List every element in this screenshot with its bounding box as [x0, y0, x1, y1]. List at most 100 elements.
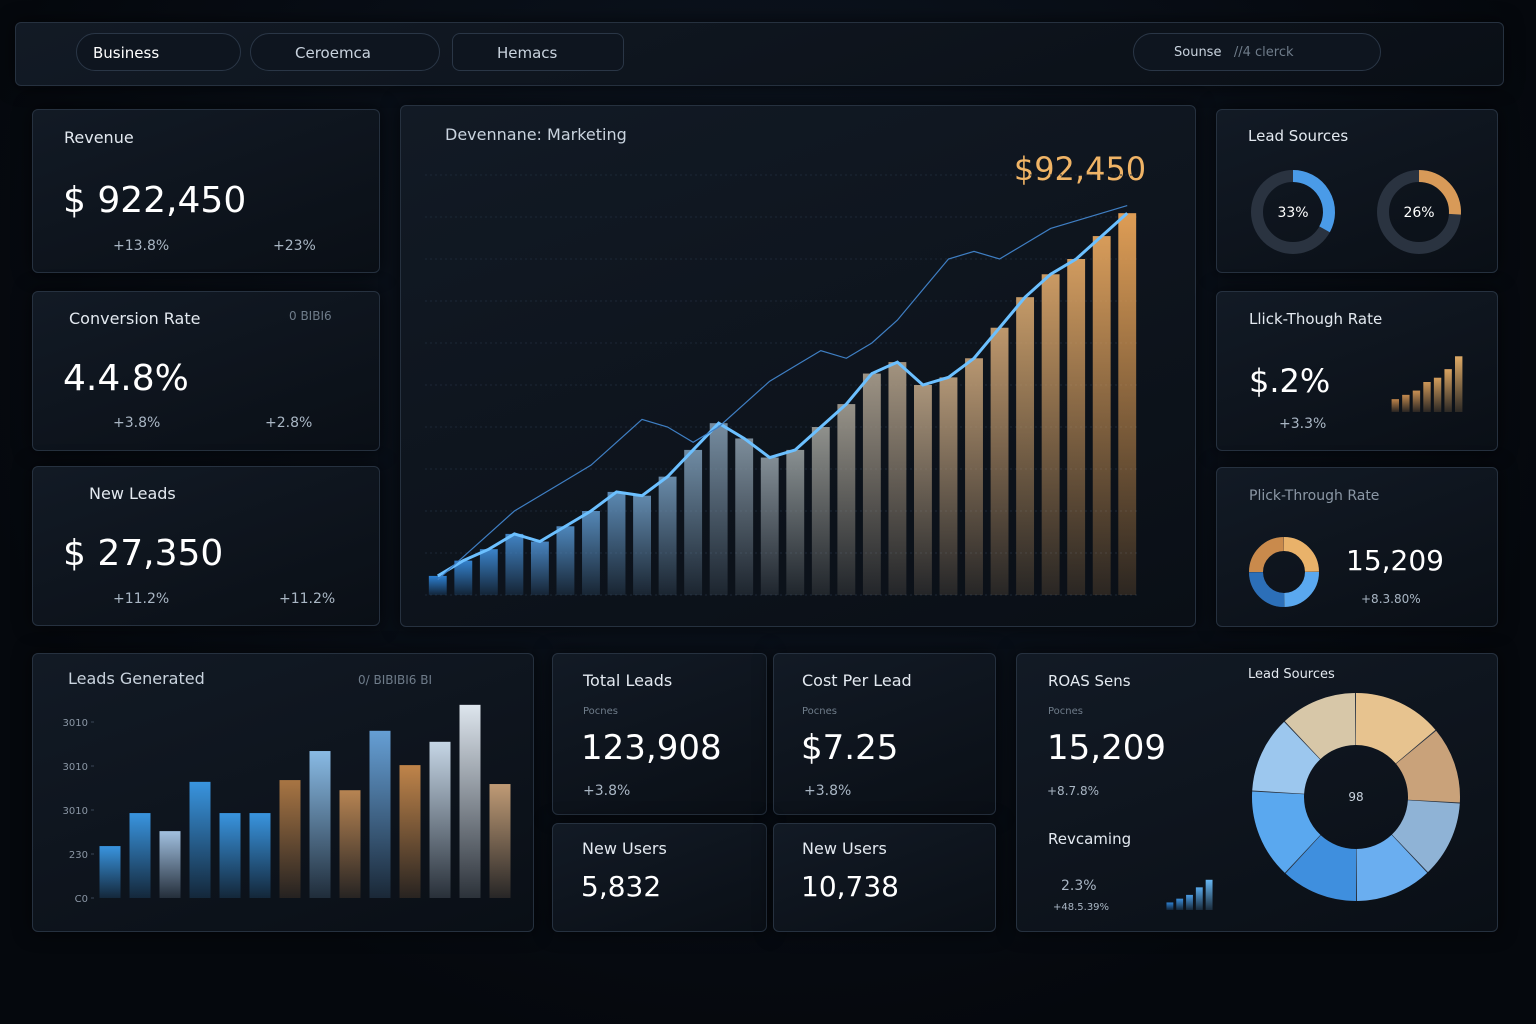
- bar: [159, 831, 181, 898]
- kpi-card: New Leads $ 27,350 +11.2% +11.2%: [32, 466, 380, 626]
- donut-segment: [1391, 799, 1460, 873]
- bar: [684, 449, 703, 595]
- bar: [1391, 399, 1399, 412]
- kpi-change: +3.3%: [1279, 416, 1327, 432]
- bar: [1176, 898, 1184, 910]
- kpi-title: Total Leads: [583, 671, 673, 690]
- bar: [309, 751, 331, 898]
- chart-annotation: $92,450: [1014, 150, 1146, 188]
- chart-title: Devennane: Marketing: [445, 125, 627, 144]
- bar: [279, 780, 301, 898]
- bar: [1092, 236, 1111, 595]
- bar: [1067, 259, 1086, 595]
- bar: [1195, 887, 1203, 910]
- bar: [489, 784, 511, 898]
- bar: [633, 495, 651, 595]
- bar: [369, 730, 391, 898]
- bar: [454, 560, 473, 595]
- search-box[interactable]: Sounse //4 clerck: [1133, 33, 1381, 71]
- bar: [339, 790, 361, 898]
- bar: [1041, 274, 1060, 595]
- kpi-title: Plick-Through Rate: [1249, 488, 1380, 504]
- bar: [607, 491, 626, 595]
- donut-segment: [1252, 721, 1321, 795]
- kpi-card: Conversion Rate 0 BIBI6 4.4.8% +3.8% +2.…: [32, 291, 380, 451]
- kpi-change: +23%: [273, 238, 316, 254]
- donut-segment: [1249, 537, 1285, 573]
- kpi-title: New Leads: [89, 484, 176, 503]
- kpi-change: +3.8%: [804, 783, 852, 799]
- bar: [189, 781, 211, 898]
- y-tick-label: 3010: [63, 806, 88, 817]
- donut-label: 33%: [1277, 205, 1308, 221]
- kpi-title: Revcaming: [1048, 830, 1132, 848]
- kpi-card: Revenue $ 922,450 +13.8% +23%: [32, 109, 380, 273]
- y-tick-label: C0: [75, 894, 88, 905]
- kpi-change: +11.2%: [279, 591, 336, 607]
- bar: [965, 358, 983, 595]
- kpi-card: New Users 5,832: [552, 823, 767, 932]
- bar: [129, 813, 151, 898]
- bar: [811, 427, 830, 595]
- bar: [556, 526, 575, 595]
- kpi-change: +8.7.8%: [1047, 784, 1099, 798]
- bar: [1423, 382, 1431, 412]
- kpi-change: +2.8%: [265, 415, 313, 431]
- kpi-change: +13.8%: [113, 238, 170, 254]
- bar: [479, 549, 498, 595]
- bar: [1444, 369, 1452, 412]
- kpi-value: $ 27,350: [63, 533, 224, 574]
- chart-title: Lead Sources: [1248, 667, 1335, 682]
- kpi-card: Llick-Though Rate $.2% +3.3%: [1216, 291, 1498, 451]
- kpi-change: +3.8%: [113, 415, 161, 431]
- search-hint: //4 clerck: [1233, 45, 1294, 60]
- kpi-title: New Users: [802, 839, 887, 858]
- bar: [530, 541, 549, 595]
- bar: [786, 449, 805, 595]
- bar: [1402, 394, 1410, 412]
- bar: [735, 438, 754, 595]
- bar: [939, 377, 958, 595]
- kpi-title: Cost Per Lead: [802, 671, 912, 690]
- kpi-value: 5,832: [581, 870, 662, 903]
- nav-item[interactable]: Ceroemca: [250, 33, 440, 71]
- donut-center: 98: [1348, 790, 1363, 804]
- bar: [837, 404, 856, 595]
- kpi-card: New Users 10,738: [773, 823, 996, 932]
- nav-bar: Business Ceroemca Hemacs Sounse //4 cler…: [15, 22, 1504, 86]
- bar: [459, 704, 481, 898]
- kpi-value: $7.25: [801, 728, 899, 768]
- line: [436, 212, 1129, 578]
- kpi-change: +48.5.39%: [1053, 902, 1110, 913]
- nav-item[interactable]: Hemacs: [452, 33, 624, 71]
- donut-segment: [1395, 730, 1460, 803]
- chart-note: 0/ BIBIBI6 BI: [358, 673, 432, 687]
- kpi-value: 2.3%: [1061, 878, 1097, 894]
- kpi-card: Total Leads Pocnes 123,908 +3.8%: [552, 653, 767, 815]
- donut-segment: [1418, 170, 1461, 215]
- bar: [760, 457, 779, 595]
- nav-item[interactable]: Business: [76, 33, 241, 71]
- donut-segment: [1292, 170, 1335, 233]
- kpi-title: Conversion Rate: [69, 309, 201, 328]
- donut-segment: [1283, 571, 1319, 607]
- kpi-value: 10,738: [801, 870, 899, 903]
- bar: [709, 423, 728, 595]
- kpi-title: ROAS Sens: [1048, 672, 1131, 690]
- kpi-note: 0 BIBI6: [289, 309, 332, 323]
- bar: [1205, 879, 1213, 910]
- kpi-value: 15,209: [1047, 728, 1166, 768]
- bar: [1455, 356, 1463, 412]
- donut-segment: [1354, 693, 1436, 765]
- kpi-value: 4.4.8%: [63, 358, 189, 399]
- bar: [990, 327, 1009, 595]
- bar: [914, 385, 932, 595]
- kpi-card: Cost Per Lead Pocnes $7.25 +3.8%: [773, 653, 996, 815]
- bar: [582, 511, 600, 595]
- y-tick-label: 3010: [63, 718, 88, 729]
- bar: [1433, 377, 1442, 412]
- bar: [1166, 902, 1174, 910]
- kpi-title: Llick-Though Rate: [1249, 310, 1383, 328]
